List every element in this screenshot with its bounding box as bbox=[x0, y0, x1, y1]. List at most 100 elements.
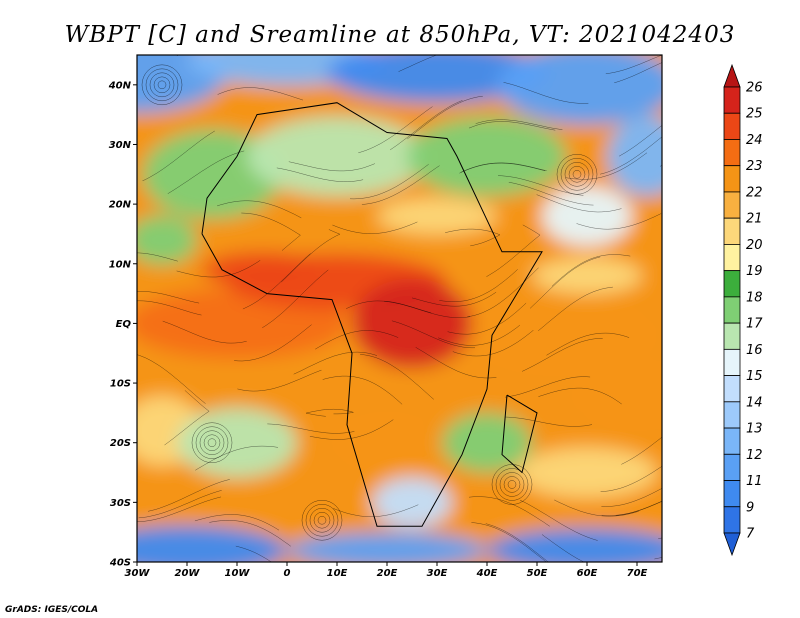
streamline bbox=[276, 167, 364, 182]
colorbar-label: 7 bbox=[746, 527, 755, 542]
x-axis: 30W 20W 10W 0 10E 20E 30E 40E 50E 60E 70E bbox=[125, 562, 648, 579]
vortex-ring bbox=[560, 158, 594, 191]
streamline bbox=[504, 416, 593, 427]
streamline bbox=[468, 496, 550, 527]
streamline bbox=[138, 490, 222, 519]
streamline bbox=[576, 213, 662, 230]
field-region bbox=[497, 55, 662, 125]
x-tick-label: 30E bbox=[427, 568, 448, 579]
streamline bbox=[654, 557, 662, 560]
streamline bbox=[621, 436, 662, 465]
y-tick-label: 20S bbox=[110, 438, 131, 449]
streamline bbox=[209, 520, 291, 547]
streamline bbox=[384, 301, 471, 318]
colorbar-swatch bbox=[723, 139, 741, 167]
vortex-ring bbox=[195, 426, 229, 459]
streamline bbox=[538, 286, 613, 331]
field-region bbox=[142, 129, 282, 220]
streamline bbox=[358, 106, 433, 154]
vortex-ring bbox=[149, 72, 175, 98]
field-region bbox=[377, 198, 497, 235]
colorbar-label: 20 bbox=[746, 238, 763, 253]
streamline bbox=[508, 182, 594, 206]
field-region bbox=[337, 417, 437, 468]
streamline bbox=[601, 488, 662, 507]
colorbar-label: 18 bbox=[746, 290, 763, 305]
streamline bbox=[600, 136, 662, 175]
streamline bbox=[217, 200, 302, 219]
streamline bbox=[546, 332, 630, 356]
streamline bbox=[521, 338, 603, 372]
map-frame bbox=[136, 54, 663, 563]
field-region bbox=[607, 116, 662, 197]
streamline bbox=[391, 320, 475, 349]
colorbar: 26 25 24 23 22 21 20 19 18 17 16 15 14 13 12 11 9 7 bbox=[723, 63, 763, 557]
field-region bbox=[372, 477, 452, 528]
x-tick-label: 20E bbox=[377, 568, 398, 579]
colorbar-label: 14 bbox=[746, 395, 763, 410]
colorbar-label: 25 bbox=[746, 107, 763, 122]
streamline bbox=[137, 291, 200, 304]
vortex-ring bbox=[507, 480, 517, 489]
colorbar-swatch bbox=[723, 480, 741, 508]
field-region bbox=[137, 525, 287, 562]
colorbar-swatch bbox=[723, 401, 741, 429]
streamline bbox=[439, 269, 518, 302]
streamline bbox=[309, 419, 394, 440]
streamline bbox=[176, 260, 261, 278]
colorbar-extend-high bbox=[723, 63, 741, 88]
vortex-ring bbox=[572, 170, 582, 179]
streamline bbox=[605, 55, 662, 75]
colorbar-label: 17 bbox=[746, 317, 763, 332]
field-region bbox=[517, 447, 657, 498]
colorbar-swatch bbox=[723, 86, 741, 114]
streamline bbox=[536, 194, 622, 213]
colorbar-label: 9 bbox=[746, 500, 754, 515]
colorbar-swatch bbox=[723, 165, 741, 193]
field-region bbox=[532, 257, 642, 294]
streamline bbox=[167, 150, 245, 194]
y-tick-label: 20N bbox=[109, 200, 132, 211]
field-region bbox=[247, 116, 427, 197]
streamline bbox=[147, 479, 230, 512]
colorbar-label: 13 bbox=[746, 422, 763, 437]
streamline bbox=[162, 320, 247, 344]
streamline bbox=[503, 82, 589, 104]
y-tick-label: 30S bbox=[110, 498, 131, 509]
x-tick-label: 60E bbox=[577, 568, 598, 579]
streamline bbox=[471, 522, 547, 562]
streamline bbox=[600, 465, 662, 492]
streamline bbox=[529, 256, 601, 309]
streamline bbox=[505, 376, 591, 398]
colorbar-label: 21 bbox=[746, 212, 763, 227]
coastline bbox=[501, 394, 538, 474]
streamline bbox=[468, 121, 556, 131]
streamline bbox=[137, 496, 222, 523]
colorbar-swatch bbox=[723, 191, 741, 219]
vortex-ring bbox=[305, 503, 339, 537]
field-region bbox=[202, 251, 322, 288]
streamline bbox=[333, 504, 419, 517]
colorbar-label: 19 bbox=[746, 264, 763, 279]
streamline bbox=[137, 252, 178, 262]
streamline bbox=[194, 514, 280, 531]
streamline bbox=[538, 387, 622, 405]
colorbar-label: 24 bbox=[746, 133, 763, 148]
streamline bbox=[411, 291, 497, 307]
map-panel bbox=[137, 55, 662, 562]
field-region bbox=[542, 186, 632, 247]
colorbar-swatch bbox=[723, 427, 741, 455]
field-region bbox=[472, 300, 652, 371]
colorbar-swatch bbox=[723, 217, 741, 245]
colorbar-swatch bbox=[723, 270, 741, 298]
x-tick-label: 70E bbox=[627, 568, 648, 579]
colorbar-swatch bbox=[723, 296, 741, 324]
streamline bbox=[195, 445, 279, 471]
vortex-ring bbox=[317, 515, 327, 525]
streamline bbox=[486, 224, 541, 277]
streamline bbox=[142, 130, 215, 182]
vortex-ring bbox=[309, 507, 335, 533]
vortex-ring bbox=[145, 68, 179, 102]
chart-title: WBPT [C] and Sreamline at 850hPa, VT: 20… bbox=[65, 22, 736, 48]
